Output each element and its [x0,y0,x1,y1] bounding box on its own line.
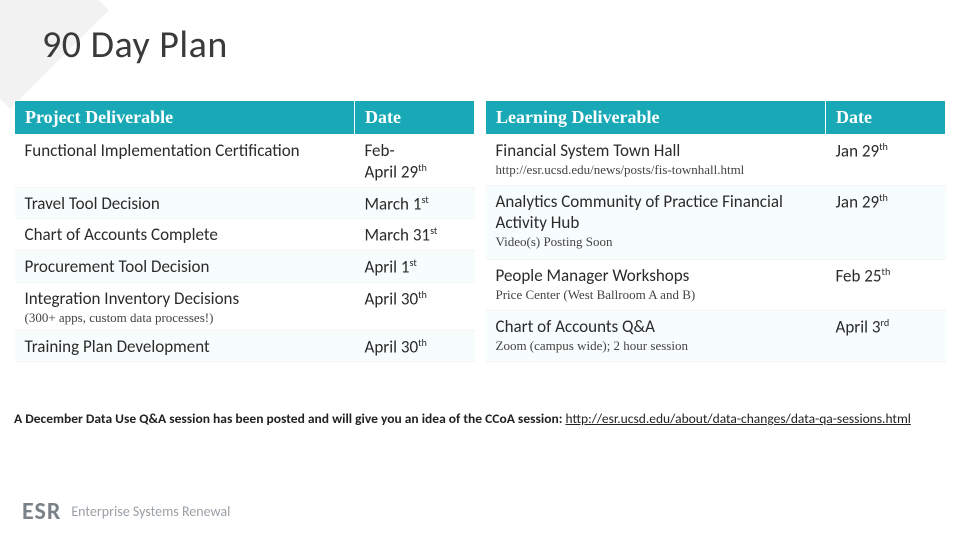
table-row: People Manager WorkshopsPrice Center (We… [486,259,946,310]
deliverable-name: Financial System Town Hall [496,140,681,161]
deliverable-subnote: (300+ apps, custom data processes!) [25,310,345,326]
deliverable-cell: Integration Inventory Decisions(300+ app… [15,282,355,330]
tables-container: Project Deliverable Date Functional Impl… [14,100,946,362]
logo-text: Enterprise Systems Renewal [71,503,230,520]
deliverable-cell: Financial System Town Hallhttp://esr.ucs… [486,135,826,186]
learning-deliverable-table: Learning Deliverable Date Financial Syst… [485,100,946,362]
date-cell: March 1st [355,187,475,219]
table-row: Integration Inventory Decisions(300+ app… [15,282,475,330]
footnote-text: A December Data Use Q&A session has been… [14,410,565,427]
deliverable-cell: Analytics Community of Practice Financia… [486,186,826,260]
deliverable-name: Procurement Tool Decision [25,256,210,277]
footnote-link[interactable]: http://esr.ucsd.edu/about/data-changes/d… [565,410,910,427]
deliverable-cell: Chart of Accounts Complete [15,219,355,251]
logo-mark: ESR [22,497,61,526]
date-cell: April 1st [355,250,475,282]
deliverable-cell: Procurement Tool Decision [15,250,355,282]
table-row: Training Plan Development April 30th [15,330,475,362]
deliverable-subnote: Price Center (West Ballroom A and B) [496,287,816,303]
deliverable-name: Training Plan Development [25,336,210,357]
deliverable-cell: Training Plan Development [15,330,355,362]
page-title: 90 Day Plan [42,22,228,68]
deliverable-subnote: Video(s) Posting Soon [496,234,816,250]
col-header-project: Project Deliverable [15,101,355,135]
date-cell: April 3rd [826,311,946,362]
date-cell: Jan 29th [826,186,946,260]
date-cell: Feb-April 29th [355,135,475,188]
deliverable-cell: Travel Tool Decision [15,187,355,219]
deliverable-name: Integration Inventory Decisions [25,288,240,309]
date-cell: April 30th [355,330,475,362]
deliverable-subnote: http://esr.ucsd.edu/news/posts/fis-townh… [496,162,816,178]
deliverable-name: Functional Implementation Certification [25,140,300,161]
project-deliverable-table: Project Deliverable Date Functional Impl… [14,100,475,362]
col-header-date: Date [826,101,946,135]
table-row: Financial System Town Hallhttp://esr.ucs… [486,135,946,186]
footer-logo: ESR Enterprise Systems Renewal [22,497,230,526]
deliverable-cell: Functional Implementation Certification [15,135,355,188]
date-cell: April 30th [355,282,475,330]
deliverable-cell: People Manager WorkshopsPrice Center (We… [486,259,826,310]
table-row: Functional Implementation Certification F… [15,135,475,188]
deliverable-name: Chart of Accounts Complete [25,224,218,245]
deliverable-name: People Manager Workshops [496,265,690,286]
table-row: Analytics Community of Practice Financia… [486,186,946,260]
table-row: Chart of Accounts Q&AZoom (campus wide);… [486,311,946,362]
date-cell: Feb 25th [826,259,946,310]
deliverable-name: Chart of Accounts Q&A [496,316,655,337]
deliverable-subnote: Zoom (campus wide); 2 hour session [496,338,816,354]
col-header-date: Date [355,101,475,135]
deliverable-name: Travel Tool Decision [25,193,160,214]
deliverable-name: Analytics Community of Practice Financia… [496,191,783,233]
date-cell: March 31st [355,219,475,251]
deliverable-cell: Chart of Accounts Q&AZoom (campus wide);… [486,311,826,362]
table-row: Chart of Accounts Complete March 31st [15,219,475,251]
col-header-learning: Learning Deliverable [486,101,826,135]
table-row: Travel Tool Decision March 1st [15,187,475,219]
footnote: A December Data Use Q&A session has been… [14,410,946,427]
date-cell: Jan 29th [826,135,946,186]
table-row: Procurement Tool Decision April 1st [15,250,475,282]
